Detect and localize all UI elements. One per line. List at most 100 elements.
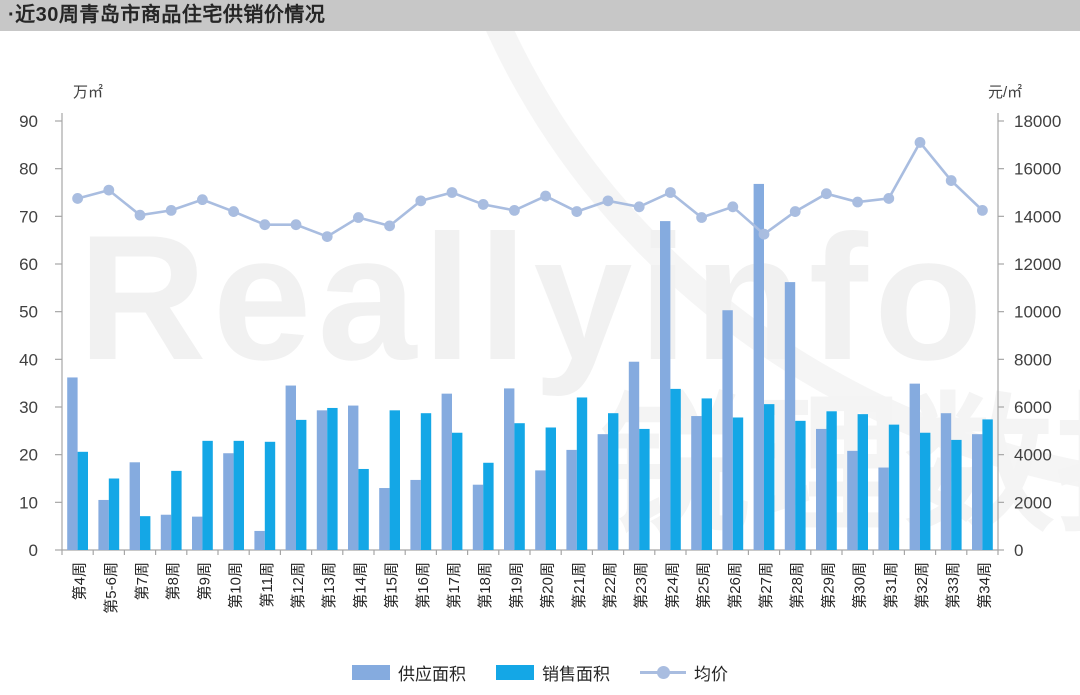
x-tick-label: 第7周 <box>133 562 151 600</box>
sales-bar <box>545 427 556 550</box>
supply-bar <box>98 499 109 550</box>
supply-bar <box>597 434 608 550</box>
title-bar: ·近30周青岛市商品住宅供销价情况 <box>0 0 1080 31</box>
sales-bar <box>576 397 588 550</box>
right-axis-tick-label: 4000 <box>1014 446 1052 465</box>
left-axis-tick-label: 30 <box>19 398 38 417</box>
left-axis-tick-label: 40 <box>19 350 38 369</box>
price-line <box>72 137 988 242</box>
supply-bar <box>909 383 920 550</box>
price-marker <box>727 201 739 213</box>
left-axis-tick-label: 20 <box>19 446 38 465</box>
combo-chart: 0 0 10 2000 20 4000 30 6000 40 8000 50 10000 60 12000… <box>19 112 1061 614</box>
sales-bar <box>920 432 931 550</box>
sales-bar <box>140 516 151 550</box>
price-marker <box>602 195 614 207</box>
x-tick-label: 第8周 <box>164 562 182 600</box>
supply-bar <box>847 450 858 550</box>
sales-bar <box>701 398 712 550</box>
sales-bar <box>857 414 868 550</box>
right-axis-tick-label: 14000 <box>1014 207 1061 226</box>
price-marker <box>945 175 957 186</box>
x-tick-label: 第25周 <box>695 562 713 609</box>
x-tick-label: 第28周 <box>788 562 806 609</box>
x-tick-label: 第13周 <box>320 562 338 609</box>
x-tick-label: 第24周 <box>663 562 681 609</box>
supply-bar <box>379 488 390 550</box>
x-tick-label: 第31周 <box>882 562 900 609</box>
x-tick-label: 第5-6周 <box>102 562 120 614</box>
supply-bar <box>535 470 546 550</box>
left-axis-tick-label: 0 <box>29 541 38 560</box>
x-tick-label: 第22周 <box>601 562 619 609</box>
price-marker <box>384 220 395 232</box>
watermark-text: Reallyinfo <box>78 198 989 397</box>
sales-bar <box>202 440 213 550</box>
price-marker <box>321 231 333 242</box>
x-tick-label: 第30周 <box>851 562 869 609</box>
sales-bar <box>483 462 494 550</box>
x-tick-label: 第10周 <box>227 562 245 609</box>
supply-bar <box>972 434 983 550</box>
x-tick-label: 第32周 <box>913 562 931 609</box>
sales-bars <box>77 388 993 550</box>
supply-bar <box>223 453 234 550</box>
sales-bar <box>608 413 619 550</box>
price-marker <box>633 201 645 213</box>
sales-bar <box>888 424 900 550</box>
price-marker <box>72 193 83 204</box>
left-axis-unit-label: 万㎡ <box>73 84 104 101</box>
x-tick-label: 第26周 <box>726 562 744 609</box>
supply-bar <box>722 310 733 550</box>
right-axis-tick-label: 18000 <box>1014 112 1061 131</box>
right-axis-tick-label: 0 <box>1014 541 1023 560</box>
price-marker <box>103 184 115 196</box>
sales-area-swatch <box>496 665 534 680</box>
sales-bar <box>795 420 806 550</box>
price-marker <box>228 206 240 217</box>
supply-bar <box>504 388 515 550</box>
price-marker <box>540 190 551 202</box>
price-marker <box>509 204 520 216</box>
left-axis-tick-label: 60 <box>19 255 38 274</box>
price-marker <box>665 187 676 198</box>
y-ticks: 0 0 10 2000 20 4000 30 6000 40 8000 50 10000 60 12000… <box>19 112 1061 560</box>
sales-bar <box>764 404 775 550</box>
price-line-swatch <box>640 665 686 680</box>
x-tick-label: 第11周 <box>258 562 276 608</box>
x-tick-label: 第27周 <box>757 562 775 609</box>
right-axis-tick-label: 16000 <box>1014 160 1061 179</box>
supply-bar <box>816 428 827 550</box>
sales-bar <box>951 439 962 550</box>
price-marker <box>852 196 863 208</box>
x-tick-label: 第19周 <box>507 562 525 609</box>
supply-bar <box>129 462 140 550</box>
price-marker <box>977 204 988 216</box>
right-axis-tick-label: 6000 <box>1014 398 1052 417</box>
x-tick-label: 第15周 <box>383 562 401 609</box>
supply-area-swatch <box>352 665 390 680</box>
x-tick-label: 第17周 <box>445 562 463 609</box>
sales-bar <box>514 423 525 550</box>
x-tick-label: 第33周 <box>944 562 962 609</box>
sales-bar <box>108 478 120 550</box>
sales-bar <box>358 468 369 550</box>
page-title: ·近30周青岛市商品住宅供销价情况 <box>8 4 326 26</box>
price-marker <box>259 219 271 231</box>
right-axis-tick-label: 8000 <box>1014 350 1052 369</box>
left-axis-tick-label: 50 <box>19 303 38 322</box>
supply-bar <box>691 416 702 550</box>
supply-bar <box>566 449 577 550</box>
x-tick-label: 第12周 <box>289 562 307 609</box>
sales-bar <box>233 440 244 550</box>
supply-bar <box>348 405 359 550</box>
x-axis: 第4周 第5-6周 第7周 第8周 第9周 第10周 第11周 第12周 第13周 第14周 第15… <box>61 550 999 614</box>
supply-bar <box>67 377 78 550</box>
price-marker <box>883 193 895 204</box>
price-marker <box>197 194 208 206</box>
supply-bar <box>285 385 296 550</box>
price-marker <box>415 195 427 207</box>
supply-bar <box>472 484 484 550</box>
supply-bar <box>316 410 328 550</box>
